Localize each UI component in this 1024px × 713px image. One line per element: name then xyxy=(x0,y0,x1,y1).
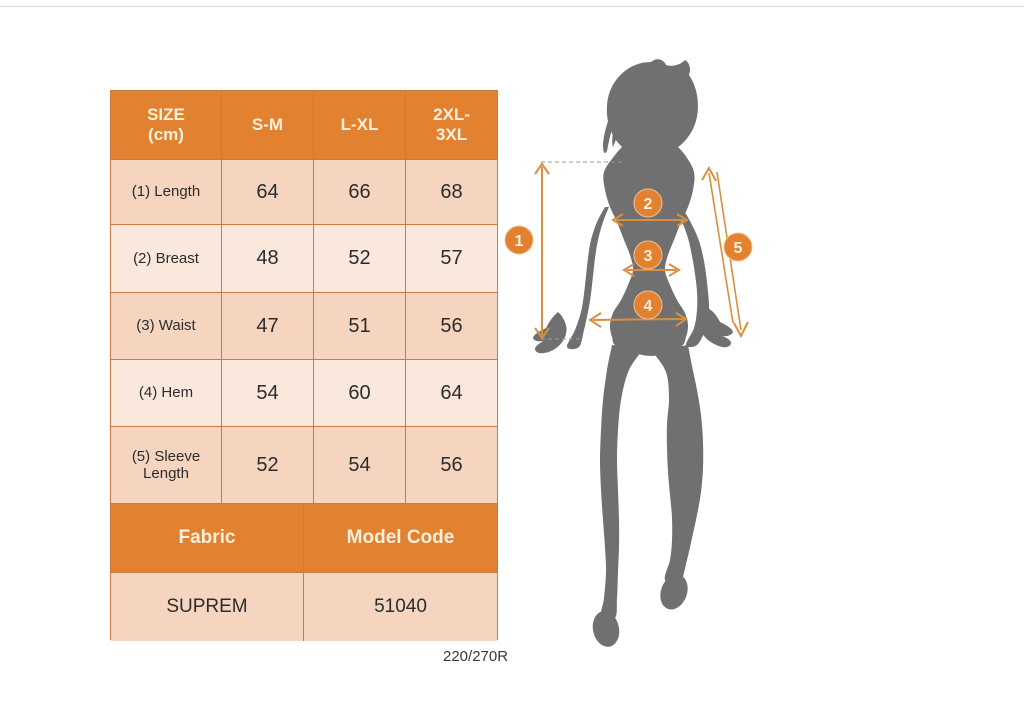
svg-text:5: 5 xyxy=(734,240,743,257)
svg-text:4: 4 xyxy=(644,298,653,315)
svg-text:3: 3 xyxy=(644,248,653,265)
svg-text:1: 1 xyxy=(515,233,524,250)
svg-text:2: 2 xyxy=(644,196,653,213)
